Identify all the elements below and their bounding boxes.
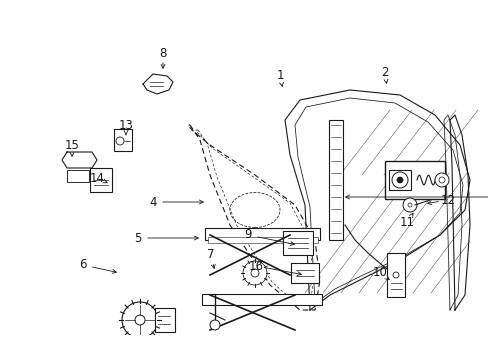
Circle shape [438,177,444,183]
Bar [207,237,317,243]
Bar [386,253,404,297]
Text: 7: 7 [207,248,214,261]
Text: 9: 9 [244,229,251,242]
Circle shape [392,272,398,278]
Text: 16: 16 [248,260,263,273]
Text: 15: 15 [64,139,79,152]
Text: 10: 10 [372,266,386,279]
Bar [204,228,319,240]
Bar [290,263,318,283]
Bar [155,308,175,332]
Bar [67,170,89,182]
Text: 12: 12 [440,194,454,207]
Text: 4: 4 [149,195,157,208]
Text: 13: 13 [118,118,133,131]
Text: 5: 5 [134,231,142,244]
Bar [90,168,112,192]
Polygon shape [142,74,173,94]
Circle shape [135,315,145,325]
Circle shape [434,173,448,187]
Circle shape [116,137,124,145]
Circle shape [407,203,411,207]
Text: 8: 8 [159,46,166,59]
Circle shape [402,198,416,212]
Circle shape [250,269,259,277]
Bar [202,294,321,305]
Bar [328,120,342,240]
Circle shape [391,172,407,188]
Text: 14: 14 [89,171,104,185]
Circle shape [243,261,266,285]
Bar [114,129,132,151]
Polygon shape [62,152,97,168]
Bar [283,231,312,255]
Text: 11: 11 [399,216,414,230]
Bar [384,161,444,199]
Circle shape [209,320,220,330]
Circle shape [396,177,402,183]
Bar [388,170,410,190]
Circle shape [122,302,158,338]
Text: 2: 2 [381,66,388,78]
Text: 1: 1 [276,68,283,81]
Text: 6: 6 [79,258,86,271]
